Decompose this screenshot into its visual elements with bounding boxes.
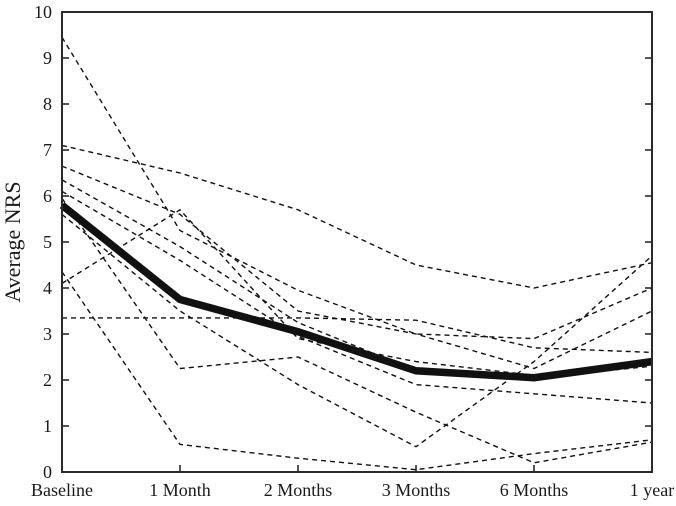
patient-line	[61, 213, 653, 448]
patient-line	[62, 317, 653, 354]
y-tick-label: 1	[43, 416, 52, 436]
axes-layer	[61, 11, 653, 473]
x-tick-label: 1 Month	[149, 480, 211, 500]
y-axis-title: Average NRS	[0, 181, 25, 302]
x-tick-label: Baseline	[31, 480, 93, 500]
x-tick-label: 1 year	[630, 480, 674, 500]
patient-line	[61, 144, 653, 289]
series-layer	[59, 36, 653, 471]
y-tick-label: 4	[43, 278, 52, 298]
plot-border	[61, 11, 653, 473]
average-line	[59, 202, 653, 382]
y-tick-label: 7	[43, 140, 52, 160]
patient-line	[61, 197, 653, 464]
x-tick-label: 2 Months	[264, 480, 333, 500]
y-tick-label: 2	[43, 370, 52, 390]
y-tick-label: 5	[43, 232, 52, 252]
y-tick-label: 6	[43, 186, 52, 206]
tick-labels-layer: 0 1 2 3 4 5 6 7 8 9 10 Baseline 1 Month 2 Months 3 Mon…	[31, 2, 674, 500]
x-tick-label: 6 Months	[500, 480, 569, 500]
patient-line	[61, 165, 653, 370]
patient-line	[61, 36, 653, 340]
y-tick-label: 0	[43, 462, 52, 482]
patient-line	[61, 271, 653, 471]
y-tick-label: 3	[43, 324, 52, 344]
x-tick-label: 3 Months	[382, 480, 451, 500]
y-tick-label: 9	[43, 48, 52, 68]
patient-line	[61, 190, 653, 404]
y-tick-label: 8	[43, 94, 52, 114]
y-tick-label: 10	[34, 2, 52, 22]
